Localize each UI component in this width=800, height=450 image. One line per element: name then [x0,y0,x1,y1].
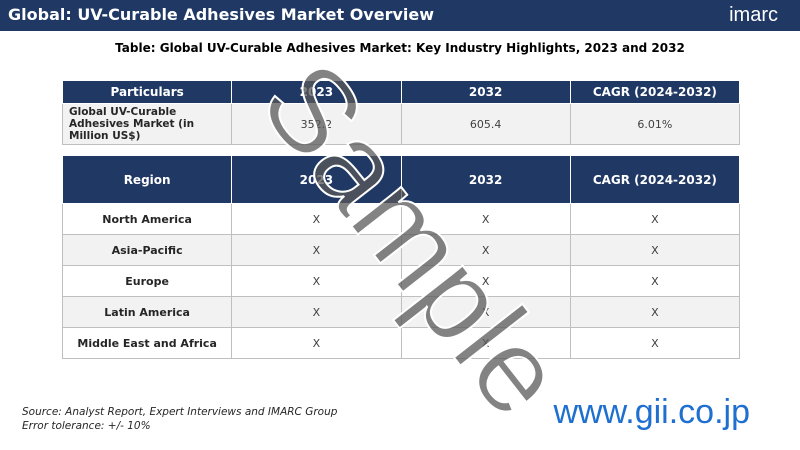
table-cell: X [231,265,402,297]
column-header: 2032 [400,155,571,204]
row-label: Global UV-Curable Adhesives Market (in M… [61,103,233,145]
table-cell: X [569,203,741,235]
table-row: Europe X X X [61,265,741,297]
source-note: Source: Analyst Report, Expert Interview… [22,406,338,418]
header-bar: Global: UV-Curable Adhesives Market Over… [0,0,800,31]
row-label: Middle East and Africa [61,327,233,359]
header-title: Global: UV-Curable Adhesives Market Over… [8,5,435,24]
column-header: 2023 [231,155,402,204]
table-cell: X [569,234,741,266]
table-cell: X [231,203,402,235]
table-row: North America X X X [61,203,741,235]
table-cell: X [569,327,741,359]
table-cell: 6.01% [569,103,741,145]
logo: imarc [729,4,778,26]
region-table: Region 2023 2032 CAGR (2024-2032) North Amer… [61,155,741,359]
table-cell: X [231,234,402,266]
table-caption: Table: Global UV-Curable Adhesives Marke… [115,41,685,55]
highlights-table: Particulars 2023 2032 CAGR (2024-2032) Globa… [61,80,741,145]
table-row: Global UV-Curable Adhesives Market (in M… [61,103,741,145]
table-cell: X [400,327,571,359]
table-cell: 352.2 [231,103,402,145]
column-header: 2023 [231,80,402,104]
header-row: Particulars 2023 2032 CAGR (2024-2032) [61,80,741,104]
row-label: Latin America [61,296,233,328]
column-header: 2032 [400,80,571,104]
column-header: CAGR (2024-2032) [569,80,741,104]
column-header: Region [61,155,233,204]
column-header: CAGR (2024-2032) [569,155,741,204]
table-cell: X [400,265,571,297]
row-label: North America [61,203,233,235]
table-cell: X [400,203,571,235]
tolerance-note: Error tolerance: +/- 10% [22,420,151,432]
row-label: Asia-Pacific [61,234,233,266]
site-url: www.gii.co.jp [553,393,750,431]
table-cell: X [569,265,741,297]
header-row: Region 2023 2032 CAGR (2024-2032) [61,155,741,204]
table-cell: X [231,296,402,328]
table-cell: X [231,327,402,359]
row-label: Europe [61,265,233,297]
table-cell: X [400,234,571,266]
table-cell: X [400,296,571,328]
column-header: Particulars [61,80,233,104]
table-row: Middle East and Africa X X X [61,327,741,359]
table-cell: X [569,296,741,328]
table-row: Latin America X X X [61,296,741,328]
table-row: Asia-Pacific X X X [61,234,741,266]
table-cell: 605.4 [400,103,571,145]
